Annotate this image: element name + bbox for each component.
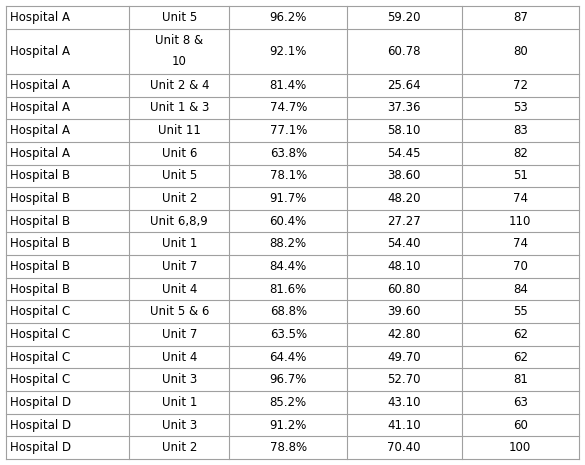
Text: 59.20: 59.20 [387,11,421,24]
Text: 43.10: 43.10 [387,396,421,409]
Text: Unit 8 &: Unit 8 & [155,34,204,47]
Text: 96.2%: 96.2% [270,11,307,24]
Text: 81.4%: 81.4% [270,79,307,92]
Text: Unit 7: Unit 7 [161,328,197,341]
Text: 88.2%: 88.2% [270,237,307,250]
Text: 82: 82 [513,147,528,159]
Text: 72: 72 [513,79,528,92]
Text: 60.80: 60.80 [387,283,421,296]
Text: 81.6%: 81.6% [270,283,307,296]
Text: 63.5%: 63.5% [270,328,307,341]
Text: 27.27: 27.27 [387,215,421,228]
Text: 62: 62 [513,351,528,364]
Text: 78.8%: 78.8% [270,441,307,454]
Text: Unit 4: Unit 4 [161,283,197,296]
Text: Hospital B: Hospital B [10,237,70,250]
Text: 10: 10 [172,55,187,68]
Text: Unit 4: Unit 4 [161,351,197,364]
Text: 80: 80 [513,45,528,58]
Text: Hospital B: Hospital B [10,260,70,273]
Text: Hospital A: Hospital A [10,101,70,114]
Text: 51: 51 [513,169,528,182]
Text: Hospital C: Hospital C [10,373,70,386]
Text: 37.36: 37.36 [387,101,421,114]
Text: Hospital C: Hospital C [10,351,70,364]
Text: 96.7%: 96.7% [270,373,307,386]
Text: 100: 100 [509,441,531,454]
Text: Unit 5 & 6: Unit 5 & 6 [150,306,209,318]
Text: Unit 1: Unit 1 [161,237,197,250]
Text: Hospital C: Hospital C [10,306,70,318]
Text: 70.40: 70.40 [387,441,421,454]
Text: 74.7%: 74.7% [270,101,307,114]
Text: Hospital B: Hospital B [10,283,70,296]
Text: 52.70: 52.70 [387,373,421,386]
Text: Hospital D: Hospital D [10,418,71,432]
Text: 64.4%: 64.4% [270,351,307,364]
Text: 58.10: 58.10 [387,124,421,137]
Text: 25.64: 25.64 [387,79,421,92]
Text: 42.80: 42.80 [387,328,421,341]
Text: 87: 87 [513,11,528,24]
Text: 55: 55 [513,306,528,318]
Text: Hospital D: Hospital D [10,396,71,409]
Text: 70: 70 [513,260,528,273]
Text: Hospital A: Hospital A [10,45,70,58]
Text: Hospital C: Hospital C [10,328,70,341]
Text: Unit 11: Unit 11 [158,124,201,137]
Text: Unit 5: Unit 5 [161,169,197,182]
Text: Unit 2: Unit 2 [161,192,197,205]
Text: 77.1%: 77.1% [270,124,307,137]
Text: 38.60: 38.60 [387,169,421,182]
Text: 91.7%: 91.7% [270,192,307,205]
Text: 63: 63 [513,396,528,409]
Text: Hospital B: Hospital B [10,169,70,182]
Text: Unit 1: Unit 1 [161,396,197,409]
Text: 84.4%: 84.4% [270,260,307,273]
Text: Unit 2: Unit 2 [161,441,197,454]
Text: 60.78: 60.78 [387,45,421,58]
Text: 62: 62 [513,328,528,341]
Text: 54.45: 54.45 [387,147,421,159]
Text: Unit 2 & 4: Unit 2 & 4 [150,79,209,92]
Text: 92.1%: 92.1% [270,45,307,58]
Text: 68.8%: 68.8% [270,306,307,318]
Text: 49.70: 49.70 [387,351,421,364]
Text: Hospital A: Hospital A [10,79,70,92]
Text: 74: 74 [513,192,528,205]
Text: 48.20: 48.20 [387,192,421,205]
Text: Unit 1 & 3: Unit 1 & 3 [150,101,209,114]
Text: 41.10: 41.10 [387,418,421,432]
Text: Unit 6: Unit 6 [161,147,197,159]
Text: Hospital A: Hospital A [10,147,70,159]
Text: 60.4%: 60.4% [270,215,307,228]
Text: 85.2%: 85.2% [270,396,307,409]
Text: 110: 110 [509,215,531,228]
Text: Hospital D: Hospital D [10,441,71,454]
Text: 39.60: 39.60 [387,306,421,318]
Text: Hospital A: Hospital A [10,124,70,137]
Text: 84: 84 [513,283,528,296]
Text: 54.40: 54.40 [387,237,421,250]
Text: 60: 60 [513,418,528,432]
Text: 83: 83 [513,124,528,137]
Text: 53: 53 [513,101,528,114]
Text: 81: 81 [513,373,528,386]
Text: 91.2%: 91.2% [270,418,307,432]
Text: 48.10: 48.10 [387,260,421,273]
Text: Unit 6,8,9: Unit 6,8,9 [150,215,208,228]
Text: 74: 74 [513,237,528,250]
Text: Unit 3: Unit 3 [161,418,197,432]
Text: 78.1%: 78.1% [270,169,307,182]
Text: Hospital B: Hospital B [10,215,70,228]
Text: Unit 7: Unit 7 [161,260,197,273]
Text: Hospital B: Hospital B [10,192,70,205]
Text: Hospital A: Hospital A [10,11,70,24]
Text: Unit 5: Unit 5 [161,11,197,24]
Text: Unit 3: Unit 3 [161,373,197,386]
Text: 63.8%: 63.8% [270,147,307,159]
